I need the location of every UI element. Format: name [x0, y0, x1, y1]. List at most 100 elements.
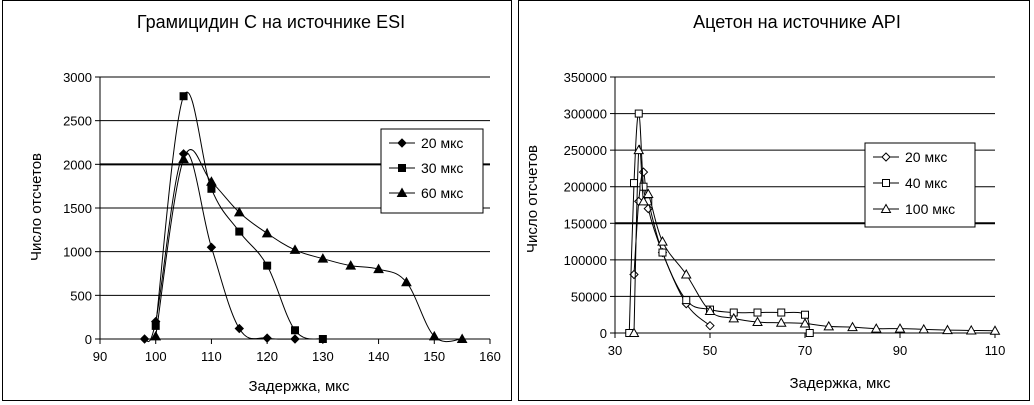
x-tick-label: 90: [93, 349, 107, 364]
y-tick-label: 2500: [63, 114, 92, 129]
data-point: [642, 188, 654, 199]
data-point: [150, 330, 162, 341]
data-point: [263, 261, 272, 270]
y-tick-label: 3000: [63, 70, 92, 85]
data-point: [290, 334, 300, 344]
x-tick-label: 120: [256, 349, 278, 364]
y-tick-label: 2000: [63, 157, 92, 172]
data-point: [753, 308, 762, 317]
data-point: [801, 310, 809, 319]
y-tick-label: 500: [70, 288, 92, 303]
legend-label: 20 мкс: [421, 135, 463, 151]
x-tick-label: 160: [479, 349, 501, 364]
data-point: [261, 227, 273, 238]
x-axis-title: Задержка, мкс: [249, 378, 350, 395]
data-point: [428, 330, 440, 341]
y-tick-label: 250000: [564, 143, 607, 158]
x-tick-label: 70: [798, 343, 812, 358]
chart-panel-acetone: Ацетон на источнике API Задержка, мкс Чи…: [518, 0, 1030, 401]
data-point: [317, 253, 329, 263]
data-point: [373, 263, 384, 274]
chart-title: Ацетон на источнике API: [693, 12, 901, 32]
series-line: [155, 91, 324, 340]
data-point: [233, 206, 245, 217]
data-point: [289, 244, 301, 254]
data-point: [989, 325, 1001, 335]
data-point: [942, 324, 953, 335]
data-point: [894, 323, 906, 333]
data-point: [634, 109, 643, 118]
data-point: [206, 176, 217, 186]
data-point: [179, 92, 188, 101]
legend-marker: [396, 187, 408, 197]
data-point: [658, 248, 667, 257]
legend-label: 30 мкс: [421, 160, 463, 176]
data-point: [870, 323, 882, 333]
y-tick-label: 0: [85, 332, 92, 347]
x-tick-label: 110: [985, 343, 1006, 358]
series-line: [144, 151, 296, 343]
data-point: [628, 327, 640, 337]
data-point: [638, 195, 649, 206]
data-point: [178, 153, 189, 164]
y-tick-label: 200000: [564, 180, 607, 195]
data-point: [262, 333, 272, 343]
data-point: [207, 184, 216, 193]
legend-marker: [397, 138, 407, 148]
y-axis-title: Число отсчетов: [524, 145, 541, 253]
legend: 20 мкс 30 мкс 60 мкс: [380, 128, 484, 214]
series: [151, 91, 327, 343]
series: [628, 144, 1001, 337]
legend-label: 100 мкс: [905, 201, 955, 217]
series: [625, 109, 814, 337]
data-point: [682, 296, 691, 305]
chart-gramicidin: Грамицидин С на источнике ESI Задержка, …: [28, 12, 501, 395]
y-tick-label: 1000: [63, 245, 92, 260]
data-point: [206, 242, 217, 253]
data-point: [752, 316, 763, 327]
data-point: [318, 335, 327, 343]
x-tick-label: 50: [703, 343, 717, 358]
x-tick-label: 30: [608, 343, 622, 358]
data-point: [639, 182, 648, 191]
chart-acetone: Ацетон на источнике API Задержка, мкс Чи…: [524, 12, 1006, 392]
data-point: [965, 324, 977, 335]
data-point: [235, 227, 244, 236]
legend-marker: [882, 179, 890, 187]
data-point: [918, 323, 930, 334]
x-tick-label: 150: [423, 349, 445, 364]
x-tick-label: 100: [145, 349, 167, 364]
data-point: [775, 317, 787, 327]
y-tick-label: 50000: [571, 289, 607, 304]
x-tick-label: 140: [368, 349, 390, 364]
legend: 20 мкс 40 мкс 100 мкс: [864, 142, 976, 228]
x-tick-label: 90: [893, 343, 907, 358]
legend-label: 20 мкс: [905, 149, 947, 165]
data-point: [680, 268, 692, 279]
data-point: [799, 317, 811, 328]
data-point: [728, 312, 740, 323]
data-point: [777, 308, 786, 317]
y-tick-label: 150000: [564, 216, 607, 231]
legend-label: 40 мкс: [905, 175, 947, 191]
y-tick-label: 350000: [564, 70, 607, 85]
x-tick-label: 110: [201, 349, 222, 364]
data-point: [823, 320, 835, 331]
data-point: [139, 334, 150, 344]
y-tick-label: 0: [600, 326, 607, 341]
y-tick-label: 1500: [63, 201, 92, 216]
data-point: [456, 333, 468, 343]
chart-panel-gramicidin: Грамицидин С на источнике ESI Задержка, …: [2, 0, 512, 401]
x-axis-title: Задержка, мкс: [790, 375, 891, 392]
y-tick-label: 100000: [564, 253, 607, 268]
chart-title: Грамицидин С на источнике ESI: [137, 12, 405, 32]
data-point: [638, 167, 649, 177]
y-axis-title: Число отсчетов: [28, 153, 45, 261]
data-point: [401, 276, 412, 287]
data-point: [151, 321, 160, 330]
data-point: [805, 329, 814, 337]
x-tick-label: 130: [312, 349, 334, 364]
data-point: [633, 144, 645, 155]
series: [150, 149, 468, 343]
data-point: [847, 321, 858, 332]
